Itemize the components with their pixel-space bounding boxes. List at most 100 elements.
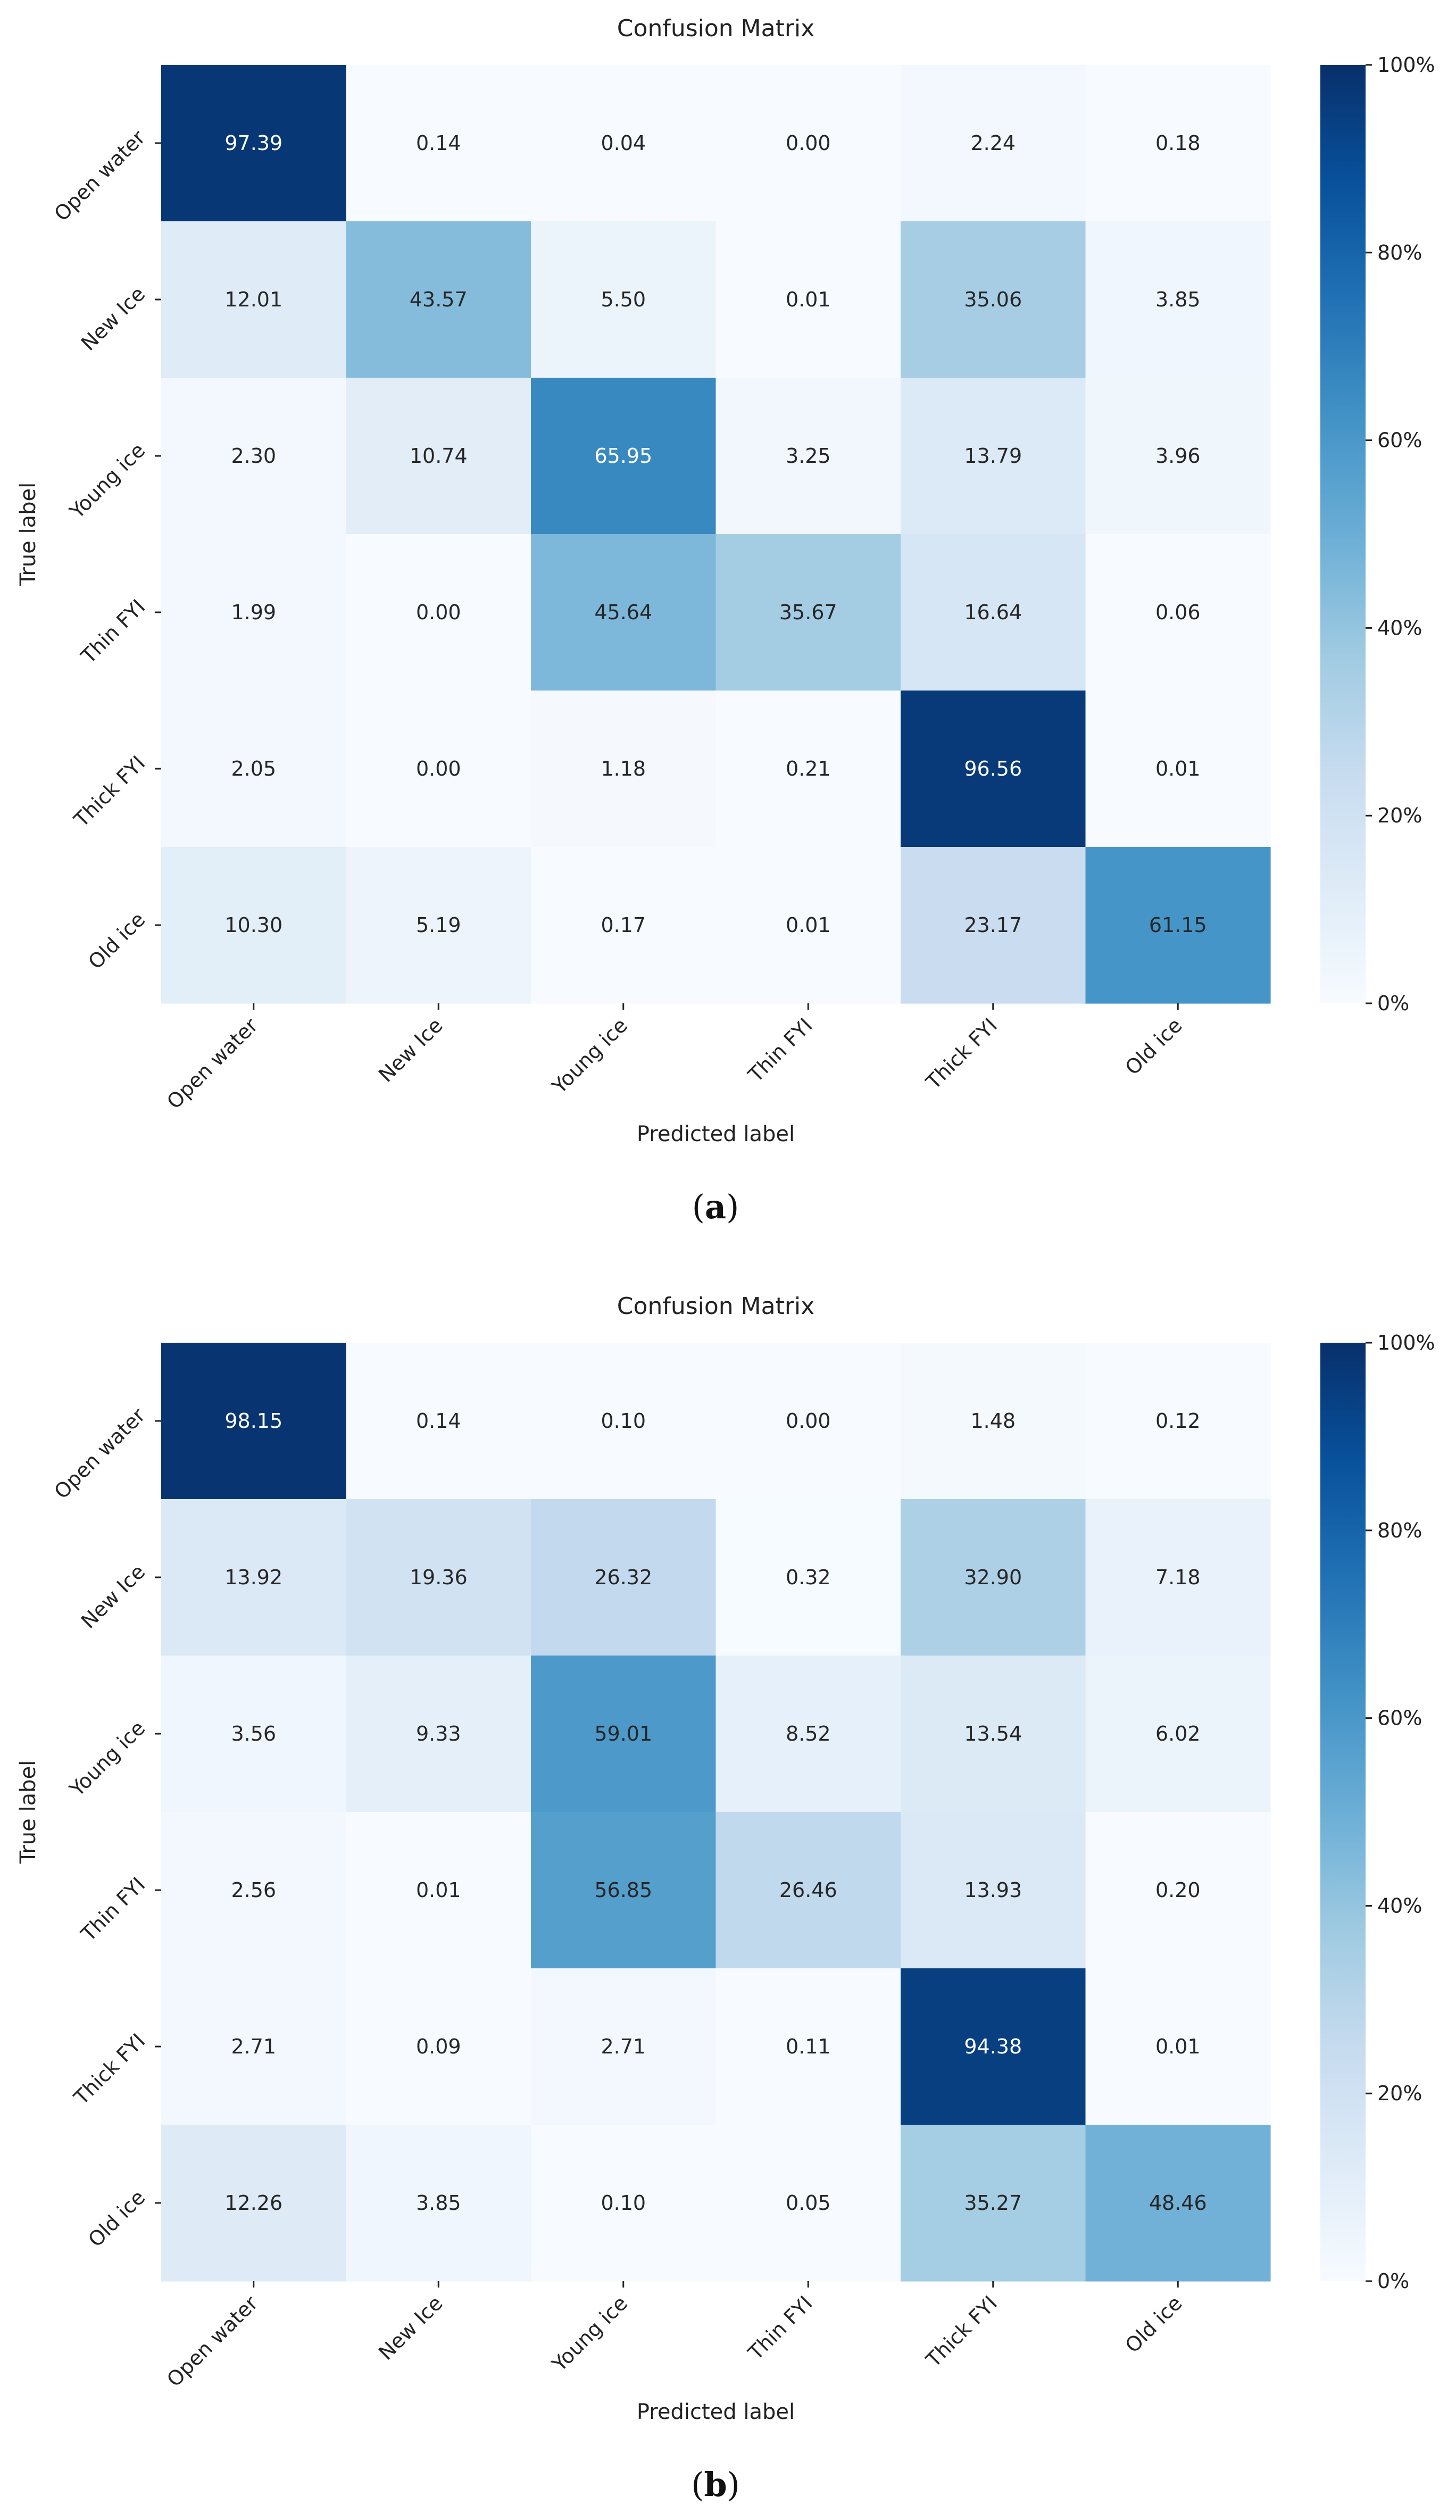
colorbar-tick-label: 100%: [1377, 53, 1435, 77]
heatmap-cell: [1085, 378, 1271, 535]
heatmap-cell: [346, 1499, 531, 1656]
heatmap-cell: [1085, 1499, 1271, 1656]
heatmap-cell: [531, 2125, 717, 2282]
x-tick-label: Old ice: [1121, 1013, 1187, 1079]
heatmap-cell: [161, 1812, 347, 1969]
heatmap-cell: [161, 534, 347, 691]
heatmap-cell: [715, 65, 901, 222]
cell-value-label: 6.02: [1155, 1722, 1201, 1745]
colorbar: [1320, 65, 1366, 1003]
x-tick-label: New Ice: [374, 2291, 447, 2364]
cell-value-label: 3.56: [231, 1722, 276, 1745]
heatmap-cell: [346, 65, 531, 222]
heatmap-cell: [161, 1343, 347, 1500]
cell-value-label: 0.01: [786, 288, 831, 311]
colorbar-tick-label: 80%: [1377, 1519, 1422, 1542]
cell-value-label: 0.00: [786, 131, 831, 155]
cell-value-label: 35.06: [964, 288, 1022, 311]
heatmap-cell: [531, 65, 717, 222]
y-tick-label: Young ice: [65, 1716, 150, 1801]
x-tick-label: New Ice: [374, 1013, 447, 1086]
cell-value-label: 0.10: [601, 2191, 646, 2215]
heatmap-cell: [901, 691, 1086, 847]
y-tick-label: Open water: [49, 1403, 149, 1503]
heatmap-cell: [161, 1968, 347, 2125]
cell-value-label: 3.96: [1155, 444, 1201, 468]
cell-value-label: 97.39: [224, 131, 282, 155]
heatmap-cell: [346, 378, 531, 535]
cell-value-label: 0.00: [416, 601, 461, 624]
heatmap-cell: [346, 534, 531, 691]
heatmap-cell: [346, 1656, 531, 1812]
heatmap-cell: [531, 847, 717, 1004]
y-tick-label: Old ice: [84, 908, 149, 974]
cell-value-label: 16.64: [964, 601, 1022, 624]
heatmap-cell: [161, 847, 347, 1004]
heatmap-cell: [531, 378, 717, 535]
cell-value-label: 5.19: [416, 913, 461, 937]
colorbar-tick-label: 100%: [1377, 1331, 1435, 1354]
x-tick-label: Young ice: [547, 2291, 633, 2376]
heatmap-cell: [1085, 221, 1271, 378]
y-tick-label: Thick FYI: [69, 2029, 149, 2109]
cell-value-label: 0.14: [416, 131, 461, 155]
chart-title: Confusion Matrix: [617, 1293, 814, 1320]
cell-value-label: 96.56: [964, 757, 1022, 780]
heatmap-cell: [715, 1968, 901, 2125]
cell-value-label: 0.20: [1155, 1878, 1201, 1902]
heatmap-cell: [161, 378, 347, 535]
cell-value-label: 2.24: [970, 131, 1016, 155]
y-tick-label: New Ice: [77, 282, 149, 355]
heatmap-cell: [901, 1343, 1086, 1500]
cell-value-label: 32.90: [964, 1566, 1022, 1589]
heatmap-cell: [346, 691, 531, 847]
heatmap-cell: [715, 1499, 901, 1656]
y-tick-label: Thin FYI: [76, 1873, 149, 1946]
cell-value-label: 19.36: [410, 1566, 468, 1589]
x-tick-label: Thick FYI: [921, 2291, 1002, 2372]
heatmap-cell: [1085, 691, 1271, 847]
chart-title: Confusion Matrix: [617, 15, 814, 42]
x-tick-label: Thin FYI: [744, 1013, 817, 1087]
cell-value-label: 1.99: [231, 601, 276, 624]
heatmap-cell: [715, 378, 901, 535]
heatmap-cell: [161, 65, 347, 222]
cell-value-label: 59.01: [594, 1722, 652, 1745]
cell-value-label: 2.05: [231, 757, 276, 780]
colorbar-tick-label: 0%: [1377, 992, 1409, 1015]
heatmap-cell: [901, 534, 1086, 691]
cell-value-label: 94.38: [964, 2035, 1022, 2058]
heatmap-cell: [901, 1499, 1086, 1656]
x-axis-label: Predicted label: [637, 1122, 795, 1146]
cell-value-label: 35.27: [964, 2191, 1022, 2215]
heatmap-cell: [346, 221, 531, 378]
heatmap-cell: [346, 847, 531, 1004]
cell-value-label: 0.00: [416, 757, 461, 780]
heatmap-cell: [901, 221, 1086, 378]
x-tick-label: Thick FYI: [921, 1013, 1002, 1094]
heatmap-cell: [1085, 1343, 1271, 1500]
cell-value-label: 26.32: [594, 1566, 652, 1589]
cell-value-label: 0.32: [786, 1566, 831, 1589]
y-axis-label: True label: [16, 1760, 40, 1864]
heatmap-cell: [715, 221, 901, 378]
confusion-matrix-b: Confusion Matrix 98.15 0.14 0.10 0.00 1.48 0.1…: [16, 1293, 1435, 2504]
heatmap-cell: [901, 1968, 1086, 2125]
heatmap-cell: [901, 1656, 1086, 1812]
cell-value-label: 0.05: [786, 2191, 831, 2215]
colorbar-tick-label: 40%: [1377, 616, 1422, 639]
cell-value-label: 0.01: [1155, 757, 1201, 780]
heatmap-cell: [531, 1499, 717, 1656]
heatmap-cell: [901, 2125, 1086, 2282]
heatmap-cell: [346, 1343, 531, 1500]
cell-value-label: 0.17: [601, 913, 646, 937]
cell-value-label: 23.17: [964, 913, 1022, 937]
cell-value-label: 0.21: [786, 757, 831, 780]
cell-value-label: 5.50: [601, 288, 646, 311]
y-tick-label: Thin FYI: [76, 595, 149, 668]
heatmap-cell: [531, 1812, 717, 1969]
heatmap-cell: [901, 1812, 1086, 1969]
heatmap-cell: [161, 221, 347, 378]
heatmap-cell: [715, 847, 901, 1004]
